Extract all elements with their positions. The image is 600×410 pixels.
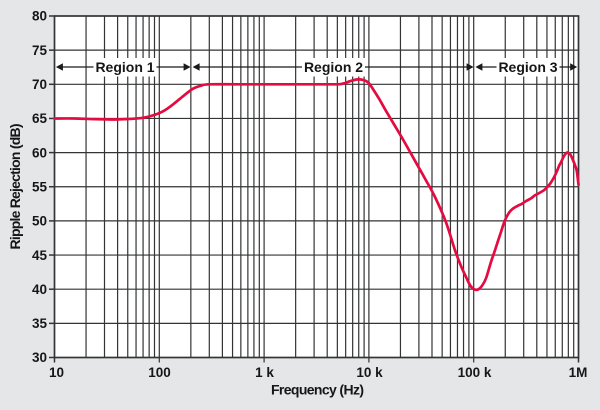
svg-text:Ripple Rejection (dB): Ripple Rejection (dB) [7, 124, 23, 250]
svg-text:80: 80 [32, 9, 47, 24]
svg-text:55: 55 [32, 179, 48, 194]
svg-text:1M: 1M [569, 365, 588, 380]
svg-text:1 k: 1 k [255, 365, 274, 380]
svg-text:65: 65 [32, 111, 48, 126]
svg-text:45: 45 [32, 248, 48, 263]
svg-text:100: 100 [148, 365, 171, 380]
svg-text:75: 75 [32, 43, 48, 58]
svg-text:Region 1: Region 1 [95, 59, 154, 75]
svg-text:70: 70 [32, 77, 47, 92]
svg-text:10 k: 10 k [356, 365, 383, 380]
svg-text:100 k: 100 k [458, 365, 492, 380]
svg-text:60: 60 [32, 145, 47, 160]
svg-text:30: 30 [32, 350, 47, 365]
svg-text:Region 2: Region 2 [304, 59, 363, 75]
svg-text:10: 10 [49, 365, 64, 380]
svg-text:Region 3: Region 3 [498, 59, 557, 75]
svg-text:50: 50 [32, 214, 47, 229]
svg-text:35: 35 [32, 316, 48, 331]
svg-text:Frequency (Hz): Frequency (Hz) [271, 381, 364, 397]
svg-text:40: 40 [32, 282, 47, 297]
